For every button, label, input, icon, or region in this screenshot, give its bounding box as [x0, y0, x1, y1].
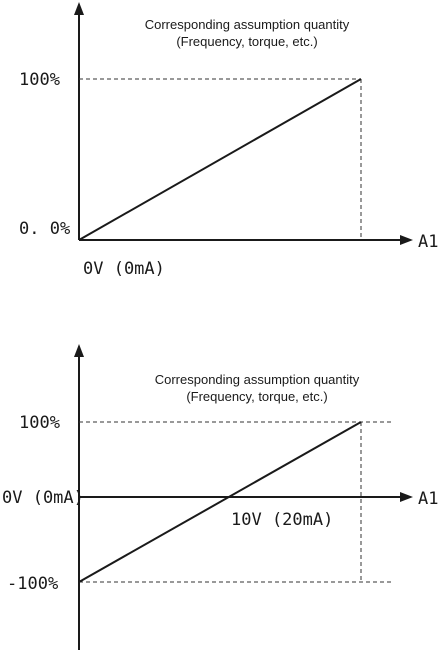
diagram1-x-axis-name: A1: [418, 232, 438, 252]
diagram-2: Corresponding assumption quantity (Frequ…: [2, 344, 438, 650]
diagram1-x-label-origin: 0V (0mA): [83, 259, 165, 279]
diagram1-y-label-0: 0. 0%: [19, 219, 70, 239]
diagram2-characteristic-line: [78, 421, 362, 583]
diagram-1: Corresponding assumption quantity (Frequ…: [19, 2, 438, 279]
diagram2-y-axis-arrow-icon: [74, 344, 84, 357]
diagram2-y-label-minus-100: -100%: [7, 574, 58, 594]
diagram1-note-line1: Corresponding assumption quantity: [145, 17, 350, 32]
diagram2-x-axis-arrow-icon: [400, 492, 413, 502]
diagram2-note-line2: (Frequency, torque, etc.): [186, 389, 327, 404]
diagram2-x-label-10v: 10V (20mA): [231, 510, 333, 530]
diagram1-x-axis-arrow-icon: [400, 235, 413, 245]
diagram2-note-line1: Corresponding assumption quantity: [155, 372, 360, 387]
diagram1-characteristic-line: [78, 78, 362, 241]
diagram2-y-label-0v: 0V (0mA): [2, 488, 84, 508]
diagram1-y-axis-arrow-icon: [74, 2, 84, 15]
diagram2-y-label-100: 100%: [19, 413, 60, 433]
diagram1-note-line2: (Frequency, torque, etc.): [176, 34, 317, 49]
diagram2-x-axis-name: A1: [418, 489, 438, 509]
diagram1-y-label-100: 100%: [19, 70, 60, 90]
